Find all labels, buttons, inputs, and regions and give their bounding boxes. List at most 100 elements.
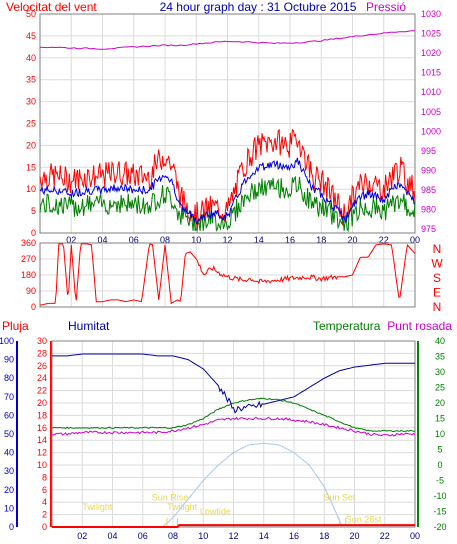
plot-frame <box>39 13 416 234</box>
x-tick-label: 20 <box>349 531 359 541</box>
y-left-tick-label: 40 <box>26 53 36 63</box>
humidity-tick-label: 30 <box>4 466 14 476</box>
direction-tick-label: 180 <box>21 270 36 280</box>
wind-pressure-panel: 0510152025303540455097598098599099510001… <box>26 9 441 245</box>
x-tick-label: 02 <box>66 235 76 245</box>
y-right-tick-label: 990 <box>421 165 436 175</box>
rain-tick-label: 20 <box>37 398 47 408</box>
humidity-axis-bar <box>16 341 18 527</box>
temp-tick-label: -5 <box>436 476 444 486</box>
x-tick-label: 20 <box>347 235 357 245</box>
y-left-tick-label: 20 <box>26 140 36 150</box>
y-left-tick-label: 45 <box>26 31 36 41</box>
humidity-tick-label: 40 <box>4 448 14 458</box>
rain-tick-label: 14 <box>37 435 47 445</box>
temp-tick-label: 20 <box>435 398 445 408</box>
pressure-series <box>39 30 415 50</box>
x-tick-label: 04 <box>97 235 107 245</box>
x-tick-label: 18 <box>319 531 329 541</box>
x-tick-label: 00 <box>410 235 420 245</box>
temperature-title: Temperatura <box>313 319 381 333</box>
sun-annotation: Sun 28st <box>346 514 382 524</box>
rain-tick-label: 24 <box>37 373 47 383</box>
humidity-tick-label: 10 <box>4 503 14 513</box>
rain-tick-label: 30 <box>37 336 47 346</box>
sun-annotation: Twilight <box>167 502 198 512</box>
rain-tick-label: 22 <box>37 386 47 396</box>
y-right-tick-label: 980 <box>421 205 436 215</box>
pressure-title: Pressió <box>366 0 406 14</box>
x-tick-label: 14 <box>254 235 264 245</box>
sun-annotation: Twilight <box>82 502 113 512</box>
plot-frame <box>39 242 416 308</box>
y-left-tick-label: 5 <box>31 206 36 216</box>
wind-average-series <box>39 157 416 225</box>
y-left-tick-label: 0 <box>31 228 36 238</box>
rain-series <box>52 524 415 528</box>
wind-speed-title: Velocitat del vent <box>6 0 97 14</box>
temp-tick-label: -10 <box>433 491 446 501</box>
compass-label: N <box>433 242 442 256</box>
compass-label: W <box>431 257 443 271</box>
x-tick-label: 12 <box>222 235 232 245</box>
temp-tick-label: 40 <box>435 336 445 346</box>
temp-tick-label: 5 <box>437 445 442 455</box>
humidity-tick-label: 60 <box>4 410 14 420</box>
humidity-tick-label: 20 <box>4 485 14 495</box>
temp-tick-label: -20 <box>433 522 446 532</box>
x-tick-label: 16 <box>285 235 295 245</box>
x-tick-label: 10 <box>198 531 208 541</box>
y-right-tick-label: 985 <box>421 185 436 195</box>
temp-tick-label: 0 <box>437 460 442 470</box>
humidity-tick-label: 90 <box>4 355 14 365</box>
rain-tick-label: 4 <box>42 497 47 507</box>
rain-tick-label: 0 <box>42 522 47 532</box>
y-left-tick-label: 15 <box>26 162 36 172</box>
y-right-tick-label: 975 <box>421 224 436 234</box>
wind-direction-series <box>39 243 416 306</box>
compass-label: E <box>433 286 441 300</box>
x-tick-label: 10 <box>191 235 201 245</box>
sun-elevation-series <box>162 442 343 528</box>
y-left-tick-label: 30 <box>26 97 36 107</box>
y-right-tick-label: 1000 <box>421 126 441 136</box>
sun-annotation: Lowtide <box>200 507 231 517</box>
rain-title: Pluja <box>2 319 29 333</box>
rain-tick-label: 16 <box>37 423 47 433</box>
x-tick-label: 16 <box>289 531 299 541</box>
humidity-title: Humitat <box>68 319 110 333</box>
rain-tick-label: 12 <box>37 448 47 458</box>
rain-tick-label: 28 <box>37 348 47 358</box>
y-right-tick-label: 1005 <box>421 107 441 117</box>
y-right-tick-label: 1015 <box>421 68 441 78</box>
y-left-tick-label: 10 <box>26 184 36 194</box>
rain-tick-label: 26 <box>37 361 47 371</box>
wind-gust-series <box>39 128 416 229</box>
graph-day-title: 24 hour graph day : 31 Octubre 2015 <box>160 0 357 14</box>
x-tick-label: 02 <box>77 531 87 541</box>
direction-tick-label: 90 <box>26 286 36 296</box>
y-right-tick-label: 1025 <box>421 29 441 39</box>
plot-frame <box>51 340 416 528</box>
x-tick-label: 14 <box>259 531 269 541</box>
direction-tick-label: 0 <box>31 302 36 312</box>
x-tick-label: 22 <box>380 531 390 541</box>
temp-tick-label: 35 <box>435 352 445 362</box>
temp-tick-label: 10 <box>435 429 445 439</box>
x-tick-label: 22 <box>379 235 389 245</box>
temp-tick-label: 15 <box>435 414 445 424</box>
sun-annotation: Sun Rise <box>152 493 189 503</box>
dewpoint-series <box>51 416 416 437</box>
rain-tick-label: 18 <box>37 410 47 420</box>
sun-annotation: Sun Set <box>323 493 356 503</box>
y-right-tick-label: 1020 <box>421 48 441 58</box>
rain-axis-bar <box>50 341 52 527</box>
x-tick-label: 18 <box>316 235 326 245</box>
humidity-tick-label: 50 <box>4 429 14 439</box>
humidity-tick-label: 70 <box>4 392 14 402</box>
temp-tick-label: 30 <box>435 367 445 377</box>
wind-lull-series <box>39 175 416 233</box>
direction-tick-label: 270 <box>21 254 36 264</box>
